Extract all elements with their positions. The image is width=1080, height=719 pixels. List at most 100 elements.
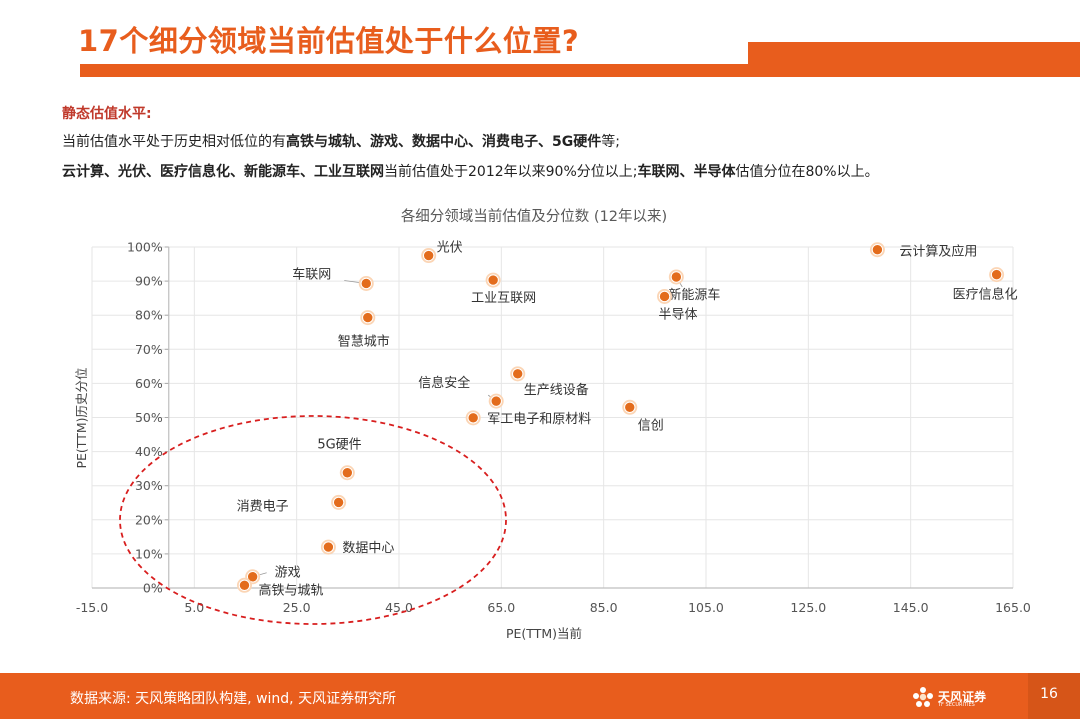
point-label: 游戏 — [275, 566, 301, 581]
summary-line-2-segment: 估值分位在80%以上。 — [735, 164, 879, 180]
point-marker — [490, 395, 502, 407]
x-tick-label: 165.0 — [995, 600, 1031, 615]
x-tick-label: 125.0 — [790, 600, 826, 615]
footer-bar — [0, 673, 1080, 719]
scatter-point: 数据中心 — [320, 539, 394, 556]
point-label: 5G硬件 — [317, 438, 361, 453]
point-marker — [658, 290, 671, 303]
scatter-point: 生产线设备 — [510, 366, 589, 398]
point-label: 半导体 — [659, 307, 698, 322]
y-axis-title: PE(TTM)历史分位 — [74, 367, 89, 468]
point-label: 光伏 — [437, 241, 463, 256]
x-tick-label: 45.0 — [385, 600, 413, 615]
scatter-point: 智慧城市 — [338, 310, 390, 350]
scatter-point: 5G硬件 — [317, 438, 362, 481]
point-marker — [624, 401, 636, 413]
summary-line-2-segment: 车联网、半导体 — [637, 164, 736, 180]
scatter-point: 高铁与城轨 — [236, 577, 323, 598]
chart-tick-labels: -15.0 5.0 25.0 45.0 65.0 85.0 105.0 125.0 145.0 1… — [76, 240, 1031, 616]
x-tick-label: -15.0 — [76, 600, 108, 615]
scatter-point: 信息安全 — [418, 375, 504, 409]
page-number-box — [1028, 673, 1080, 719]
point-marker — [487, 274, 499, 286]
scatter-point: 车联网 — [292, 266, 374, 291]
point-marker — [332, 496, 345, 509]
summary-line-1: 当前估值水平处于历史相对低位的有高铁与城轨、游戏、数据中心、消费电子、5G硬件等… — [62, 131, 620, 151]
summary-line-1-segment: 等; — [601, 134, 620, 150]
logo-text: 天风证券 — [938, 690, 987, 704]
x-tick-label: 25.0 — [283, 600, 311, 615]
scatter-point: 医疗信息化 — [953, 267, 1018, 303]
y-tick-label: 70% — [135, 342, 163, 357]
x-tick-label: 105.0 — [688, 600, 724, 615]
page-number: 16 — [1040, 686, 1058, 702]
point-label: 数据中心 — [342, 541, 394, 556]
scatter-point: 军工电子和原材料 — [465, 410, 591, 427]
scatter-point: 工业互联网 — [471, 272, 536, 306]
y-tick-label: 50% — [135, 410, 163, 425]
scatter-chart: 各细分领域当前估值及分位数 (12年以来) -15.0 5.0 25.0 45.0 65… — [74, 208, 1031, 641]
chart-title: 各细分领域当前估值及分位数 (12年以来) — [401, 208, 667, 225]
point-label: 车联网 — [292, 266, 331, 282]
low-valuation-highlight-ellipse — [119, 415, 507, 625]
point-marker — [670, 271, 683, 283]
scatter-point: 半导体 — [657, 288, 698, 322]
y-tick-label: 100% — [127, 240, 163, 255]
logo-star-icon — [913, 687, 933, 707]
logo-subtext: TF SECURITIES — [938, 702, 975, 708]
point-label: 医疗信息化 — [953, 287, 1018, 303]
footer-source: 数据来源: 天风策略团队构建, wind, 天风证券研究所 — [70, 691, 397, 707]
point-marker — [238, 579, 251, 591]
x-tick-label: 5.0 — [184, 600, 204, 615]
scatter-point: 光伏 — [421, 241, 463, 264]
scatter-point: 消费电子 — [237, 494, 347, 514]
point-label: 信息安全 — [418, 375, 470, 391]
point-label: 信创 — [638, 418, 664, 433]
point-marker — [360, 277, 372, 290]
page-title: 17个细分领域当前估值处于什么位置? — [78, 24, 580, 58]
point-marker — [990, 268, 1003, 281]
y-tick-label: 20% — [135, 512, 163, 527]
x-tick-label: 145.0 — [893, 600, 929, 615]
point-marker — [246, 571, 259, 583]
point-label: 高铁与城轨 — [258, 582, 323, 598]
point-marker — [341, 467, 354, 479]
company-logo: 天风证券 TF SECURITIES — [912, 684, 1022, 712]
summary-line-1-segment: 高铁与城轨、游戏、数据中心、消费电子、5G硬件 — [286, 134, 602, 150]
point-label: 新能源车 — [668, 287, 720, 303]
x-tick-label: 65.0 — [487, 600, 515, 615]
y-tick-label: 30% — [135, 478, 163, 493]
point-marker — [422, 249, 435, 262]
scatter-point: 新能源车 — [668, 269, 720, 303]
title-accent-block — [748, 42, 1080, 64]
y-tick-label: 40% — [135, 444, 163, 459]
point-marker — [362, 311, 374, 324]
point-marker — [467, 412, 479, 424]
point-label: 生产线设备 — [524, 382, 589, 398]
point-marker — [322, 541, 335, 553]
section-label: 静态估值水平: — [62, 106, 152, 122]
point-label: 智慧城市 — [338, 334, 390, 350]
summary-line-1-segment: 当前估值水平处于历史相对低位的有 — [62, 134, 286, 150]
point-marker — [871, 244, 884, 256]
y-tick-label: 80% — [135, 308, 163, 323]
scatter-point: 云计算及应用 — [869, 242, 977, 260]
summary-line-2-segment: 云计算、光伏、医疗信息化、新能源车、工业互联网 — [62, 164, 384, 180]
point-label: 消费电子 — [237, 499, 289, 514]
point-label: 云计算及应用 — [899, 244, 977, 260]
y-tick-label: 10% — [135, 546, 163, 561]
point-label: 军工电子和原材料 — [487, 412, 591, 427]
title-underline-bar — [80, 64, 1080, 77]
x-tick-label: 85.0 — [590, 600, 618, 615]
summary-line-2: 云计算、光伏、医疗信息化、新能源车、工业互联网当前估值处于2012年以来90%分… — [62, 161, 879, 181]
scatter-point: 信创 — [622, 399, 664, 433]
point-label: 工业互联网 — [471, 291, 536, 306]
y-tick-label: 90% — [135, 274, 163, 289]
x-axis-title: PE(TTM)当前 — [506, 626, 582, 641]
y-tick-label: 0% — [143, 581, 163, 596]
summary-line-2-segment: 当前估值处于2012年以来90%分位以上; — [384, 164, 638, 180]
y-tick-label: 60% — [135, 376, 163, 391]
point-marker — [512, 368, 524, 380]
scatter-point: 游戏 — [245, 566, 301, 585]
